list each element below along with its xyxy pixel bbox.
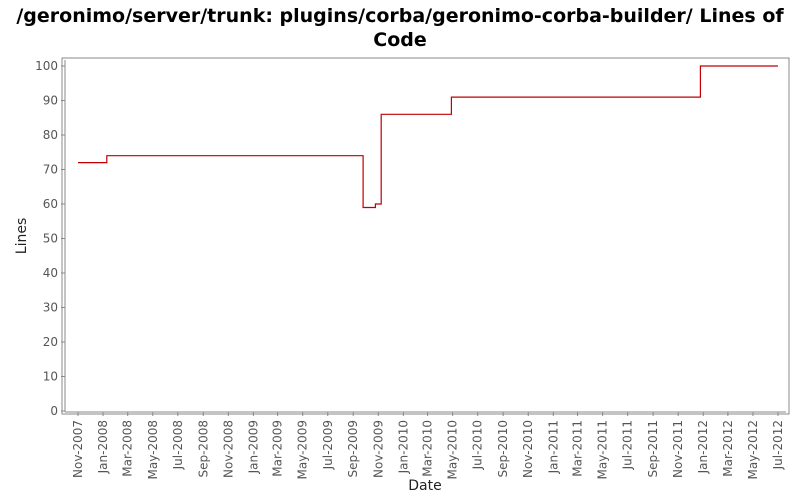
data-point bbox=[362, 206, 365, 209]
x-tick-label: Sep-2010 bbox=[496, 420, 510, 478]
series-layer bbox=[77, 65, 780, 209]
x-tick-label: Jan-2011 bbox=[546, 420, 560, 474]
y-tick-label: 60 bbox=[43, 197, 58, 211]
x-tick-label: May-2011 bbox=[596, 420, 610, 479]
y-tick-label: 80 bbox=[43, 128, 58, 142]
x-tick-label: Jan-2010 bbox=[396, 420, 410, 474]
x-axis: Nov-2007 Jan-2008 Mar-2008 May-2008 Jul-2008… bbox=[65, 411, 786, 479]
y-tick-label: 0 bbox=[50, 404, 58, 418]
x-tick-label: Mar-2009 bbox=[271, 420, 285, 477]
y-axis: 0 10 20 30 40 50 60 70 80 90 100 bbox=[35, 59, 66, 418]
x-tick-label: Jul-2008 bbox=[171, 420, 185, 470]
data-point bbox=[380, 113, 383, 116]
data-point bbox=[450, 96, 453, 99]
x-tick-label: May-2008 bbox=[146, 420, 160, 479]
x-tick-label: Nov-2009 bbox=[371, 420, 385, 478]
y-tick-label: 70 bbox=[43, 163, 58, 177]
y-tick-label: 100 bbox=[35, 59, 58, 73]
data-point bbox=[777, 65, 780, 68]
y-tick-label: 90 bbox=[43, 94, 58, 108]
data-point bbox=[374, 203, 377, 206]
x-tick-label: Mar-2011 bbox=[571, 420, 585, 477]
x-tick-label: Mar-2010 bbox=[421, 420, 435, 477]
x-tick-label: Jul-2011 bbox=[621, 420, 635, 470]
x-tick-label: Sep-2008 bbox=[196, 420, 210, 478]
y-tick-label: 40 bbox=[43, 266, 58, 280]
x-tick-label: Jul-2012 bbox=[771, 420, 785, 470]
x-tick-label: Sep-2009 bbox=[346, 420, 360, 478]
x-tick-label: Nov-2008 bbox=[221, 420, 235, 478]
x-tick-label: Jan-2012 bbox=[696, 420, 710, 474]
x-tick-label: May-2009 bbox=[296, 420, 310, 479]
x-tick-label: Jan-2009 bbox=[246, 420, 260, 474]
plot-area bbox=[61, 57, 790, 415]
x-tick-label: Jul-2009 bbox=[321, 420, 335, 470]
x-axis-title: Date bbox=[408, 478, 441, 494]
x-tick-label: Jul-2010 bbox=[471, 420, 485, 470]
x-tick-label: Mar-2012 bbox=[721, 420, 735, 477]
y-tick-label: 30 bbox=[43, 301, 58, 315]
y-tick-label: 10 bbox=[43, 370, 58, 384]
x-tick-label: Sep-2011 bbox=[646, 420, 660, 478]
data-point bbox=[105, 154, 108, 157]
x-tick-label: May-2010 bbox=[446, 420, 460, 479]
x-tick-label: Nov-2007 bbox=[71, 420, 85, 478]
chart-title: /geronimo/server/trunk: plugins/corba/ge… bbox=[16, 5, 784, 51]
x-tick-label: Nov-2011 bbox=[671, 420, 685, 478]
series-line bbox=[78, 65, 778, 209]
x-tick-label: Jan-2008 bbox=[96, 420, 110, 474]
x-tick-label: May-2012 bbox=[746, 420, 760, 479]
x-tick-label: Mar-2008 bbox=[121, 420, 135, 477]
y-axis-title: Lines bbox=[14, 218, 30, 254]
y-tick-label: 50 bbox=[43, 232, 58, 246]
data-point bbox=[699, 65, 702, 68]
x-tick-label: Nov-2010 bbox=[521, 420, 535, 478]
data-point bbox=[77, 161, 80, 164]
y-tick-label: 20 bbox=[43, 335, 58, 349]
